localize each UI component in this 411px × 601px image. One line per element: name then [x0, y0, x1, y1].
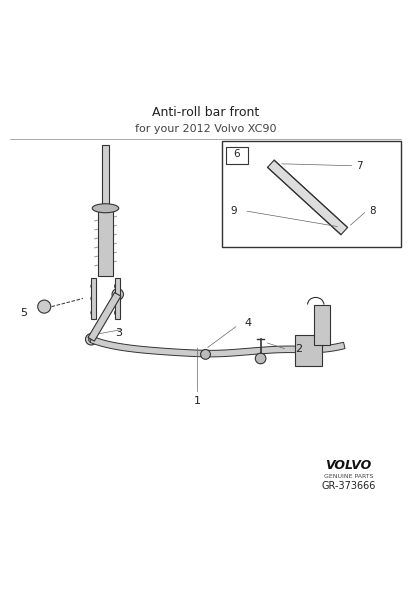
- Text: for your 2012 Volvo XC90: for your 2012 Volvo XC90: [135, 124, 276, 134]
- Circle shape: [264, 157, 277, 170]
- Polygon shape: [268, 160, 348, 235]
- Circle shape: [85, 334, 97, 345]
- Circle shape: [115, 296, 120, 301]
- Text: 6: 6: [233, 150, 240, 159]
- Text: 8: 8: [369, 206, 375, 216]
- Circle shape: [338, 225, 351, 237]
- Bar: [222, 141, 402, 248]
- Circle shape: [91, 296, 97, 301]
- Circle shape: [115, 310, 120, 316]
- Circle shape: [91, 310, 97, 316]
- Text: 2: 2: [296, 344, 302, 355]
- Polygon shape: [88, 293, 121, 341]
- Circle shape: [201, 350, 210, 359]
- FancyBboxPatch shape: [226, 147, 248, 163]
- Polygon shape: [90, 337, 345, 357]
- Text: 3: 3: [115, 328, 122, 338]
- Circle shape: [115, 283, 120, 289]
- Text: 1: 1: [194, 397, 201, 406]
- Circle shape: [341, 228, 348, 234]
- Bar: [91, 278, 96, 319]
- Circle shape: [91, 283, 97, 289]
- Text: Anti-roll bar front: Anti-roll bar front: [152, 106, 259, 119]
- Text: 4: 4: [244, 318, 252, 328]
- Text: VOLVO: VOLVO: [325, 459, 372, 472]
- Circle shape: [88, 337, 94, 342]
- Text: GENUINE PARTS: GENUINE PARTS: [323, 474, 373, 480]
- Bar: [102, 145, 109, 211]
- Text: 5: 5: [20, 308, 28, 318]
- Circle shape: [115, 291, 120, 297]
- Ellipse shape: [92, 204, 119, 213]
- Text: 9: 9: [230, 206, 237, 216]
- Bar: [296, 335, 322, 366]
- Text: GR-373666: GR-373666: [321, 481, 376, 491]
- Bar: [115, 278, 120, 319]
- Circle shape: [255, 353, 266, 364]
- Bar: [314, 305, 330, 346]
- Circle shape: [112, 288, 123, 300]
- Circle shape: [38, 300, 51, 313]
- Circle shape: [268, 160, 274, 167]
- Text: 7: 7: [356, 161, 363, 171]
- Bar: [98, 209, 113, 276]
